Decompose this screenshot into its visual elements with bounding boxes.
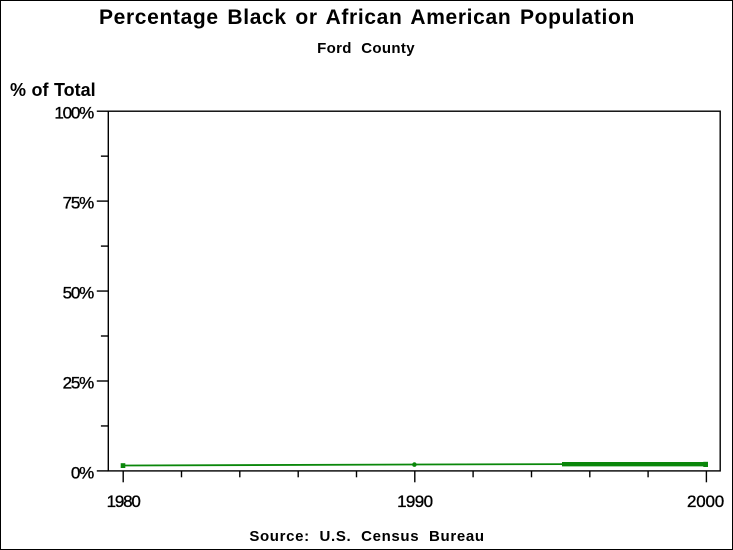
- svg-text:75%: 75%: [63, 194, 95, 213]
- svg-text:1980: 1980: [107, 492, 141, 511]
- svg-text:% of Total: % of Total: [10, 80, 96, 100]
- svg-text:Percentage Black or African Am: Percentage Black or African American Pop…: [99, 6, 635, 29]
- svg-text:2000: 2000: [687, 492, 724, 511]
- svg-text:0%: 0%: [71, 463, 94, 482]
- svg-text:100%: 100%: [54, 104, 94, 123]
- svg-text:1990: 1990: [397, 492, 433, 511]
- svg-text:Source: U.S. Census Bureau: Source: U.S. Census Bureau: [249, 528, 484, 545]
- svg-text:25%: 25%: [63, 373, 95, 392]
- svg-text:50%: 50%: [63, 283, 95, 302]
- svg-text:Ford County: Ford County: [317, 40, 415, 57]
